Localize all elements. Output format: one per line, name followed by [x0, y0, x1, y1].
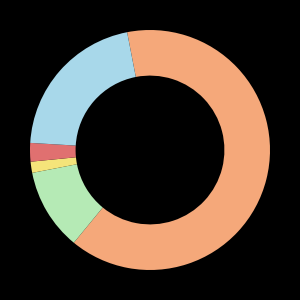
Wedge shape [32, 164, 103, 243]
Wedge shape [30, 32, 136, 146]
Wedge shape [74, 30, 270, 270]
Wedge shape [31, 157, 77, 173]
Wedge shape [30, 143, 76, 162]
